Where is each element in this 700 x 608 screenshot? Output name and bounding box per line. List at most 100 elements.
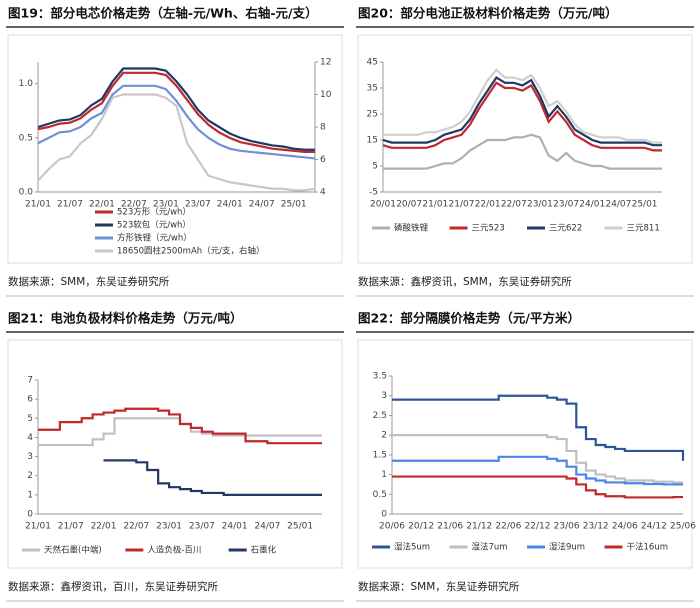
series-line [383, 133, 662, 170]
y-tick-label: 7 [27, 376, 33, 386]
y-tick-label: 5 [27, 414, 33, 424]
x-tick-label: 22/07 [501, 200, 527, 210]
y-tick-label: 2.5 [373, 411, 387, 421]
y-tick-label: 0.0 [19, 188, 34, 198]
x-tick-label: 23/07 [189, 522, 215, 532]
x-tick-label: 20/01 [370, 200, 396, 210]
x-tick-label: 21/06 [437, 522, 463, 532]
x-tick-label: 24/07 [254, 522, 280, 532]
legend-label: 523软包（元/wh） [117, 220, 191, 231]
series-line [37, 71, 315, 154]
y-tick-label: 1 [381, 470, 387, 480]
x-tick-label: 23/01 [527, 200, 553, 210]
legend-label: 三元811 [627, 224, 660, 234]
x-tick-label: 23/01 [156, 522, 182, 532]
x-tick-label: 21/01 [422, 200, 448, 210]
x-tick-label: 23/07 [553, 200, 579, 210]
series-line [392, 455, 683, 486]
y-tick-label: 3.5 [373, 372, 387, 382]
y-tick-label: 1.5 [373, 450, 387, 460]
panel-title: 图22：部分隔膜价格走势（元/平方米） [358, 311, 580, 326]
legend-label: 石墨化 [251, 545, 277, 556]
x-tick-label: 22/07 [123, 522, 149, 532]
y-tick-label: 6 [27, 395, 33, 405]
panel-title: 图20：部分电池正极材料价格走势（万元/吨） [358, 6, 617, 21]
legend-label: 湿法7um [472, 542, 508, 553]
y-tick-label: 25 [367, 110, 378, 120]
x-tick-label: 22/12 [525, 522, 551, 532]
y-tick-label: -5 [369, 188, 378, 198]
x-tick-label: 24/06 [612, 522, 638, 532]
x-tick-label: 24/01 [222, 522, 248, 532]
x-tick-label: 20/07 [396, 200, 422, 210]
chart-frame [357, 34, 693, 264]
y-tick-label: 45 [367, 58, 378, 68]
series-line [37, 93, 316, 192]
legend-label: 523方形（元/wh） [117, 207, 191, 218]
series-line [382, 76, 662, 147]
x-tick-label: 21/12 [466, 522, 492, 532]
legend-label: 湿法9um [549, 542, 585, 553]
x-tick-label: 22/07 [121, 200, 147, 210]
x-tick-label: 21/07 [449, 200, 475, 210]
series-line [383, 68, 662, 144]
y2-tick-label: 6 [320, 155, 326, 165]
y-tick-label: 15 [367, 136, 378, 146]
x-tick-label: 20/06 [379, 522, 405, 532]
chart-frame [7, 339, 343, 569]
x-tick-label: 22/01 [89, 200, 115, 210]
x-tick-label: 21/01 [25, 522, 51, 532]
x-tick-label: 25/01 [281, 200, 307, 210]
series-line [392, 475, 683, 499]
legend-label: 湿法5um [394, 542, 430, 553]
x-tick-label: 24/07 [249, 200, 275, 210]
x-tick-label: 23/07 [185, 200, 211, 210]
y-tick-label: 3 [27, 452, 33, 462]
legend-label: 18650圆柱2500mAh（元/支，右轴） [117, 246, 265, 257]
x-tick-label: 24/01 [579, 200, 605, 210]
y-tick-label: 1 [27, 490, 33, 500]
x-tick-label: 22/06 [495, 522, 521, 532]
y-tick-label: 2 [381, 431, 387, 441]
y-tick-label: 3 [381, 391, 387, 401]
source-note: 数据来源：SMM，东吴证券研究所 [358, 580, 520, 593]
x-tick-label: 24/12 [641, 522, 667, 532]
y2-tick-label: 4 [320, 188, 326, 198]
x-tick-label: 24/07 [605, 200, 631, 210]
y-tick-label: 0.5 [19, 133, 33, 143]
x-tick-label: 21/01 [25, 200, 51, 210]
series-line [38, 407, 322, 445]
x-tick-label: 23/12 [583, 522, 609, 532]
x-tick-label: 21/07 [57, 200, 83, 210]
y2-tick-label: 8 [320, 123, 326, 133]
y-tick-label: 4 [27, 433, 33, 443]
legend-label: 三元523 [472, 224, 505, 234]
y-tick-label: 35 [367, 84, 378, 94]
source-note: 数据来源：鑫椤资讯，SMM，东吴证券研究所 [358, 275, 572, 288]
y-tick-label: 0 [381, 510, 387, 520]
legend-label: 干法16um [627, 542, 668, 553]
legend-label: 磷酸铁锂 [394, 223, 429, 234]
series-line [37, 84, 316, 160]
x-tick-label: 22/01 [91, 522, 117, 532]
panel-title: 图21：电池负极材料价格走势（万元/吨） [8, 311, 242, 326]
legend-label: 天然石墨(中端) [44, 545, 102, 556]
legend-label: 方形铁锂（元/wh） [117, 233, 192, 244]
y2-tick-label: 10 [320, 90, 332, 100]
x-tick-label: 23/06 [554, 522, 580, 532]
series-line [103, 459, 322, 496]
series-line [382, 81, 662, 152]
y-tick-label: 5 [372, 162, 378, 172]
chart-frame [357, 339, 693, 569]
x-tick-label: 22/01 [475, 200, 501, 210]
chart-frame [7, 34, 343, 264]
y-tick-label: 0.5 [373, 490, 387, 500]
y-tick-label: 1.0 [19, 79, 34, 89]
series-line [37, 67, 315, 151]
y2-tick-label: 12 [320, 58, 331, 68]
x-tick-label: 25/01 [632, 200, 658, 210]
panel-title: 图19：部分电芯价格走势（左轴-元/Wh、右轴-元/支） [8, 6, 318, 21]
series-line [392, 394, 685, 461]
x-tick-label: 24/01 [217, 200, 243, 210]
series-line [392, 434, 683, 484]
